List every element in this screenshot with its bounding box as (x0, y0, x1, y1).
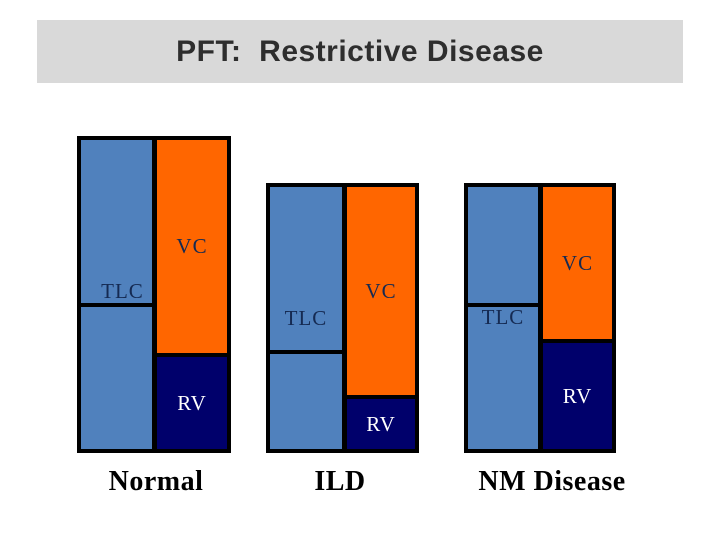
caption-ild: ILD (314, 466, 366, 497)
nm-rv-block: RV (543, 343, 612, 449)
normal-vc-block: VC (157, 140, 227, 353)
ild-tlc-upper-block (270, 187, 342, 350)
panel-ild: VC RV TLC (266, 183, 419, 453)
panel-normal: VC RV TLC (77, 136, 231, 453)
title-banner: PFT: Restrictive Disease (37, 20, 683, 83)
normal-tlc-upper-block (81, 140, 152, 303)
ild-tlc-label: TLC (284, 306, 328, 330)
normal-tlc-label: TLC (101, 279, 144, 303)
caption-nm-disease: NM Disease (478, 466, 626, 497)
ild-vc-block: VC (347, 187, 415, 395)
normal-vc-label: VC (176, 234, 208, 258)
nm-rv-label: RV (562, 383, 593, 408)
normal-rv-label: RV (177, 390, 207, 415)
nm-tlc-lower-block (468, 307, 538, 449)
ild-rv-label: RV (366, 411, 396, 436)
panel-nm-disease: VC RV TLC (464, 183, 616, 453)
ild-rv-block: RV (347, 399, 415, 449)
normal-rv-block: RV (157, 357, 227, 449)
ild-tlc-lower-block (270, 354, 342, 449)
nm-vc-label: VC (561, 250, 594, 275)
nm-tlc-label: TLC (481, 305, 525, 329)
nm-tlc-upper-block (468, 187, 538, 303)
normal-tlc-lower-block (81, 307, 152, 449)
nm-vc-block: VC (543, 187, 612, 339)
ild-vc-label: VC (365, 278, 397, 303)
caption-normal: Normal (108, 466, 204, 497)
slide-title: PFT: Restrictive Disease (176, 34, 544, 68)
